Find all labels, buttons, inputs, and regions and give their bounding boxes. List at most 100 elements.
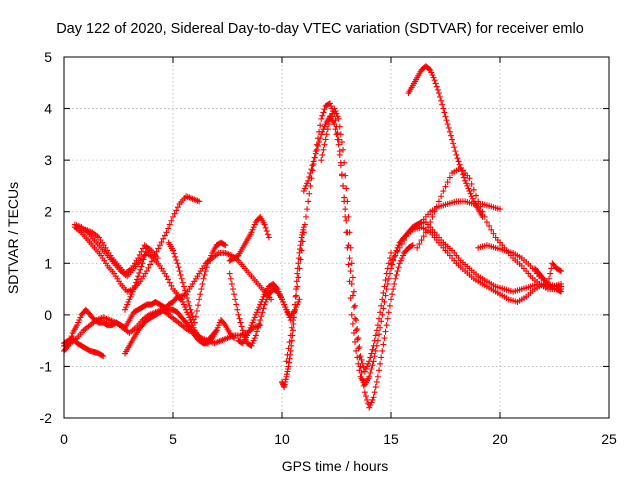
data-point [368, 366, 375, 373]
data-point [200, 275, 207, 282]
data-point [312, 150, 319, 157]
data-point [250, 317, 257, 324]
data-point [388, 260, 394, 267]
data-point [260, 305, 267, 312]
data-point [336, 151, 343, 158]
data-point [383, 270, 390, 277]
data-point [391, 280, 398, 287]
data-point [140, 245, 147, 252]
data-point [381, 335, 388, 342]
data-point [289, 327, 296, 334]
data-point [130, 286, 137, 293]
data-point [328, 113, 335, 120]
data-point [284, 351, 291, 358]
data-point [369, 396, 376, 403]
data-point [441, 109, 448, 116]
data-point [470, 186, 477, 193]
data-point [201, 271, 208, 278]
data-point [446, 174, 453, 181]
data-point [302, 182, 309, 189]
data-point [431, 77, 438, 84]
data-point [284, 309, 291, 316]
data-point [226, 270, 233, 277]
data-point [373, 327, 380, 334]
data-point [76, 317, 83, 324]
data-point [556, 267, 563, 274]
data-point [394, 248, 401, 255]
data-point [451, 144, 458, 151]
data-point [123, 304, 130, 311]
data-point [430, 74, 437, 81]
data-point [170, 247, 176, 254]
data-point [355, 335, 362, 342]
data-point [323, 131, 330, 138]
data-point [239, 327, 246, 334]
data-point [304, 206, 311, 213]
data-point [221, 241, 228, 248]
data-point [442, 183, 449, 190]
data-point [134, 276, 141, 283]
data-point [558, 283, 565, 290]
data-point [248, 322, 255, 329]
data-point [372, 384, 379, 391]
data-point [190, 324, 197, 331]
data-point [447, 132, 454, 139]
x-tick-label: 10 [274, 431, 290, 447]
data-point [296, 296, 303, 303]
data-point [281, 301, 288, 308]
data-point [285, 311, 292, 318]
data-point [392, 275, 399, 282]
data-point [352, 315, 359, 322]
data-point [349, 320, 356, 327]
data-point [325, 121, 332, 128]
data-point [386, 255, 393, 262]
data-point [161, 232, 168, 239]
data-point [215, 322, 222, 329]
data-point [128, 291, 135, 298]
data-point [135, 255, 142, 262]
data-point [140, 256, 147, 263]
data-point [197, 291, 204, 298]
data-point [321, 123, 328, 130]
data-point [181, 304, 188, 311]
data-point [427, 219, 434, 226]
y-tick-label: -1 [40, 358, 53, 374]
data-point [156, 242, 163, 249]
data-point [245, 329, 252, 336]
data-point [373, 378, 380, 385]
data-point [454, 155, 461, 162]
data-point [376, 331, 383, 338]
data-point [488, 226, 495, 233]
data-point [547, 270, 554, 277]
data-point [124, 301, 131, 308]
data-point [227, 275, 234, 282]
data-point [319, 151, 326, 158]
data-point [340, 146, 347, 153]
data-point [479, 208, 486, 215]
data-point [141, 252, 148, 259]
data-point [462, 177, 469, 184]
data-point [187, 306, 194, 313]
data-point [251, 221, 258, 228]
data-point [353, 317, 360, 324]
data-point [77, 314, 84, 321]
data-point [158, 239, 165, 246]
data-point [177, 271, 184, 278]
data-point [214, 324, 221, 331]
data-point [207, 255, 214, 262]
data-point [449, 136, 456, 143]
data-point [318, 157, 325, 164]
data-point [251, 335, 258, 342]
data-point [368, 399, 375, 406]
data-point [212, 328, 219, 335]
x-tick-label: 15 [383, 431, 399, 447]
data-point [388, 249, 394, 256]
data-point [306, 173, 313, 180]
data-point [458, 168, 465, 175]
data-point [318, 115, 325, 122]
data-point [273, 284, 280, 291]
data-point [378, 354, 385, 361]
data-point [171, 250, 178, 257]
data-point [183, 291, 190, 298]
data-point [259, 309, 266, 316]
